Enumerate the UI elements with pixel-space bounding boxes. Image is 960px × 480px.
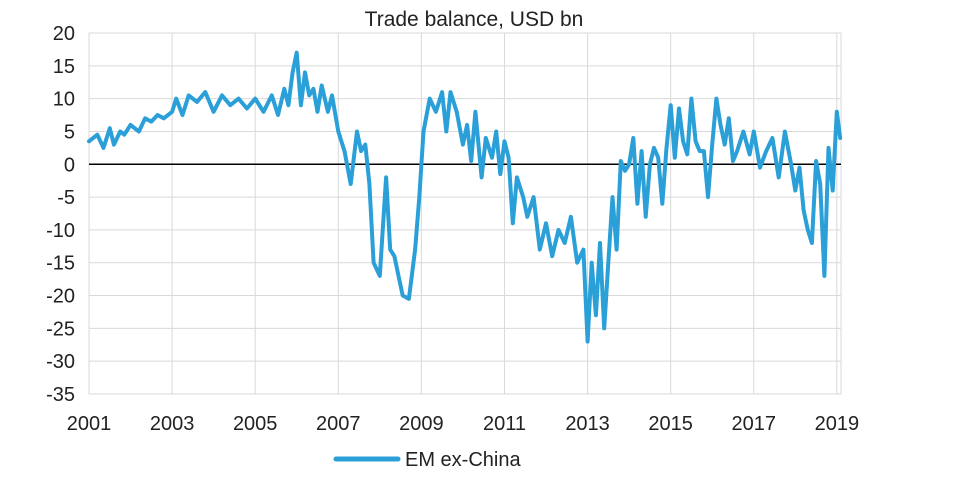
y-tick-label: -35 bbox=[46, 384, 75, 406]
y-axis-ticks: 20 15 10 5 0 -5 -10 -15 -20 -25 -30 -35 bbox=[46, 23, 75, 406]
gridlines bbox=[88, 32, 842, 395]
y-tick-label: -10 bbox=[46, 220, 75, 242]
x-tick-label: 2017 bbox=[732, 413, 777, 435]
legend: EM ex-China bbox=[333, 449, 521, 471]
y-tick-label: 10 bbox=[53, 89, 75, 111]
y-tick-label: -20 bbox=[46, 286, 75, 308]
y-tick-label: -15 bbox=[46, 253, 75, 275]
legend-label: EM ex-China bbox=[405, 449, 521, 471]
chart-title: Trade balance, USD bn bbox=[365, 8, 584, 31]
x-tick-label: 2011 bbox=[483, 413, 526, 435]
x-tick-label: 2003 bbox=[150, 413, 195, 435]
y-tick-label: 5 bbox=[64, 121, 75, 143]
y-tick-label: -5 bbox=[57, 187, 75, 209]
x-tick-label: 2005 bbox=[233, 413, 278, 435]
y-tick-label: -30 bbox=[46, 351, 75, 373]
series-line-em-ex-china bbox=[87, 50, 843, 344]
x-tick-label: 2009 bbox=[399, 413, 444, 435]
y-tick-label: 0 bbox=[64, 154, 75, 176]
x-tick-label: 2001 bbox=[67, 413, 112, 435]
plot-frame bbox=[88, 32, 842, 395]
y-tick-label: 15 bbox=[53, 56, 75, 78]
x-tick-label: 2013 bbox=[565, 413, 610, 435]
x-axis-ticks: 2001 2003 2005 2007 2009 2011 2013 2015 2017 2019 bbox=[67, 413, 859, 435]
x-tick-label: 2019 bbox=[815, 413, 860, 435]
x-tick-label: 2015 bbox=[648, 413, 693, 435]
x-tick-label: 2007 bbox=[316, 413, 361, 435]
y-tick-label: 20 bbox=[53, 23, 75, 45]
y-tick-label: -25 bbox=[46, 318, 75, 340]
